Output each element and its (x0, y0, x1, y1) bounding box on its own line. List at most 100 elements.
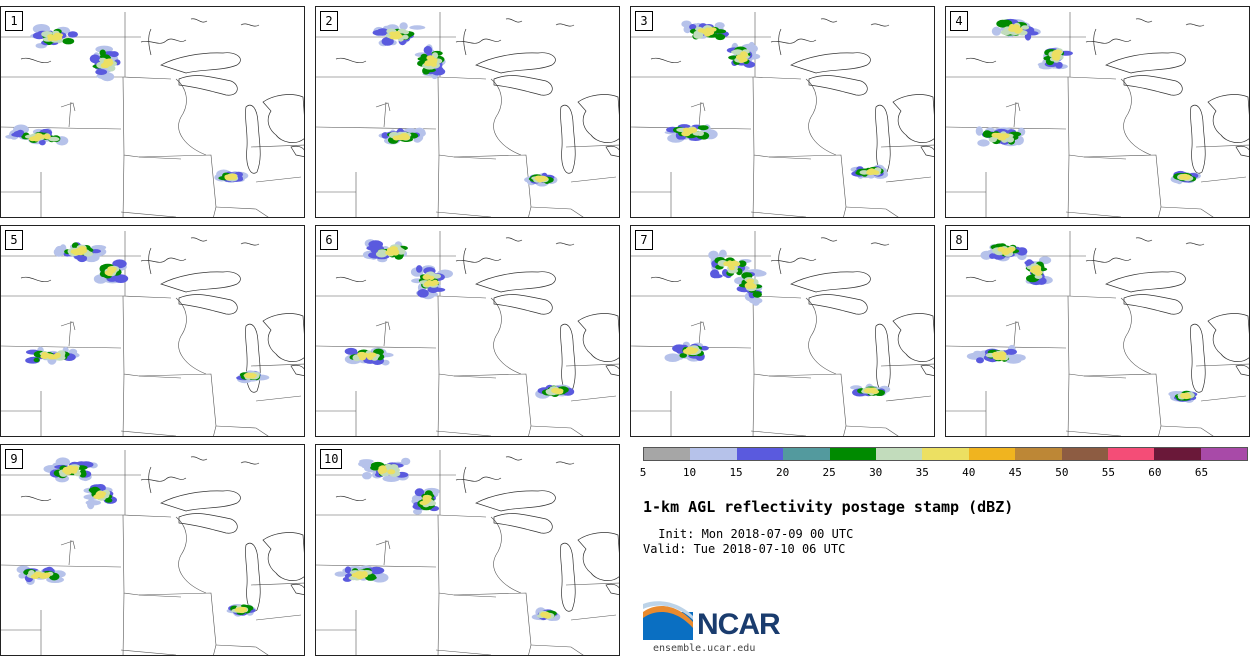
state-boundary (437, 295, 487, 299)
state-boundary (768, 154, 847, 217)
coastline (650, 276, 682, 283)
coastline (820, 237, 838, 242)
coastline (1135, 18, 1153, 23)
state-boundary (570, 395, 617, 402)
reflectivity-cell (1020, 25, 1030, 30)
state-boundary (68, 320, 72, 347)
state-boundary (885, 395, 932, 402)
state-boundary (215, 206, 269, 217)
state-boundary (1160, 206, 1214, 217)
state-boundary (690, 102, 706, 112)
coastline (178, 75, 238, 96)
coastline (240, 242, 260, 246)
reflectivity-cell (245, 373, 253, 379)
reflectivity-cell (428, 275, 435, 280)
coastline (505, 237, 523, 242)
reflectivity-map (316, 450, 619, 655)
reflectivity-cell (428, 57, 438, 62)
coastline (555, 242, 575, 246)
state-boundary (768, 373, 847, 436)
state-boundary (175, 516, 207, 594)
reflectivity-cell (425, 495, 432, 500)
member-panel-4: 4 (945, 6, 1250, 218)
state-boundary (453, 154, 532, 217)
coastline (20, 57, 52, 64)
reflectivity-cell (744, 282, 753, 288)
colorbar-tick-label: 50 (1055, 466, 1069, 479)
reflectivity-cell (710, 274, 723, 279)
state-boundary (437, 154, 440, 217)
reflectivity-cell (370, 246, 377, 253)
coastline (1185, 23, 1205, 27)
ncar-logo: NCAR (643, 600, 793, 642)
reflectivity-cell (413, 508, 422, 515)
reflectivity-cell (988, 136, 997, 143)
reflectivity-cell (236, 608, 244, 613)
state-boundary (1013, 101, 1017, 128)
state-boundary (255, 614, 302, 621)
reflectivity-map (946, 12, 1249, 217)
coastline (455, 476, 502, 482)
coastline (240, 23, 260, 27)
state-boundary (690, 321, 706, 331)
reflectivity-cell (41, 352, 48, 357)
reflectivity-cell (381, 37, 394, 46)
coastline (555, 23, 575, 27)
logo-url: ensemble.ucar.edu (653, 643, 756, 654)
reflectivity-cell (866, 170, 875, 176)
state-boundary (68, 101, 72, 128)
member-label: 7 (635, 230, 653, 250)
colorbar-ticks: 5 10 15 20 25 30 35 40 45 50 55 60 65 (640, 466, 1248, 480)
reflectivity-cell (1055, 61, 1063, 69)
reflectivity-cell (703, 28, 712, 34)
member-label: 8 (950, 230, 968, 250)
colorbar-tick-label: 40 (962, 466, 976, 479)
reflectivity-cell (416, 265, 423, 273)
coastline (290, 364, 304, 376)
reflectivity-cell (1180, 393, 1188, 399)
reflectivity-cell (387, 469, 396, 475)
reflectivity-cell (334, 571, 347, 577)
reflectivity-cell (685, 346, 695, 352)
member-panel-10: 10 (315, 444, 620, 656)
reflectivity-map (1, 12, 304, 217)
state-boundary (453, 156, 497, 160)
reflectivity-cell (697, 28, 706, 33)
coastline (1235, 145, 1249, 157)
reflectivity-cell (360, 571, 368, 577)
state-boundary (1200, 176, 1247, 183)
state-boundary (453, 375, 497, 379)
state-boundary (1065, 430, 1122, 436)
reflectivity-cell (1052, 53, 1060, 59)
reflectivity-cell (977, 139, 990, 147)
colorbar-segment (783, 448, 830, 460)
reflectivity-cell (868, 387, 876, 393)
reflectivity-cell (973, 350, 982, 356)
reflectivity-map (316, 12, 619, 217)
state-boundary (490, 297, 522, 375)
colorbar-tick-label: 30 (869, 466, 883, 479)
reflectivity-cell (381, 132, 389, 139)
state-boundary (1005, 102, 1021, 112)
state-boundary (60, 102, 76, 112)
reflectivity-cell (80, 248, 88, 254)
member-panel-5: 5 (0, 225, 305, 437)
colorbar-segment (1200, 448, 1248, 460)
state-boundary (60, 321, 76, 331)
reflectivity-cell (997, 133, 1004, 139)
coastline (892, 313, 934, 362)
state-boundary (1, 295, 140, 377)
reflectivity-cell (682, 127, 691, 133)
colorbar-tick-label: 15 (729, 466, 743, 479)
state-boundary (1, 514, 140, 596)
member-panel-8: 8 (945, 225, 1250, 437)
reflectivity-cell (39, 139, 46, 146)
valid-time: Valid: Tue 2018-07-10 06 UTC (643, 542, 846, 556)
reflectivity-cell (392, 135, 400, 141)
reflectivity-cell (389, 464, 399, 470)
state-boundary (215, 644, 269, 655)
reflectivity-cell (367, 352, 377, 358)
state-boundary (255, 395, 302, 402)
reflectivity-cell (731, 261, 741, 267)
reflectivity-cell (48, 136, 60, 142)
